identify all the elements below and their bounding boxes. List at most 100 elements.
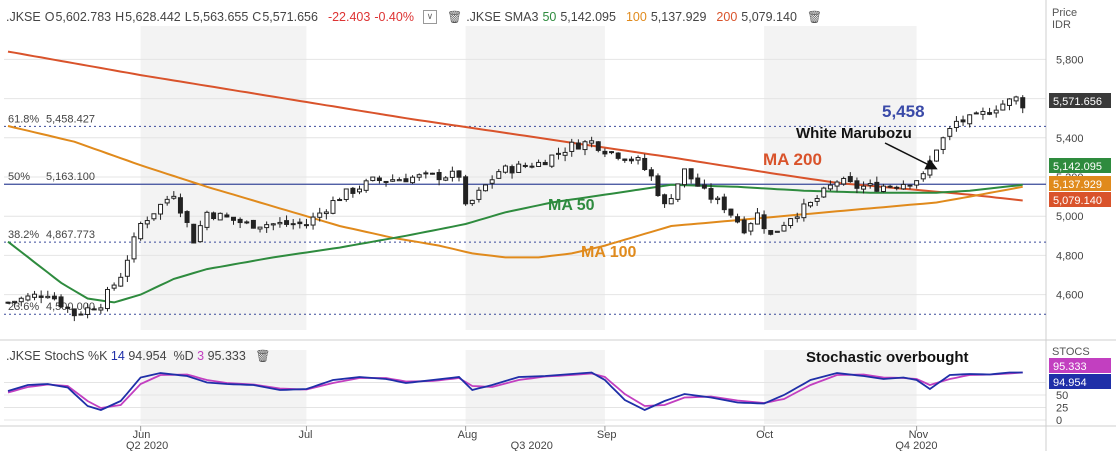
candle-body [217,212,223,221]
candle-body [131,236,137,260]
price-axis-title: Price [1052,7,1077,19]
price-tick-label: 5,400 [1056,133,1084,145]
ma200-line [7,50,1023,202]
currency-label: IDR [1052,19,1071,31]
candle-body [25,295,31,301]
candle-body [827,184,833,190]
candle-body [58,296,64,308]
candle-body [880,185,886,193]
candle-body [496,171,502,179]
candle-body [628,158,634,162]
candle-body [277,221,283,225]
candle-body [456,170,462,178]
candle-body [615,152,621,159]
candle-body [429,172,435,175]
candle-body [953,120,959,129]
candle-body [529,165,535,168]
price-tick-label: 5,800 [1056,54,1084,66]
candle-body [900,183,906,190]
ma100-tag: 5,137.929 [1053,179,1102,191]
price-tick-label: 4,800 [1056,250,1084,262]
candle-body [224,214,230,218]
candle-body [18,297,24,303]
candle-body [237,218,243,224]
candle-body [12,300,18,304]
stoch-axis-title: STOCS [1052,346,1090,358]
candle-body [51,295,57,300]
marubozu-annotation: White Marubozu [796,125,912,142]
month-label: Aug [458,429,478,441]
stoch-k-tag: 94.954 [1053,377,1087,389]
candle-body [735,216,741,223]
candle-body [330,200,336,214]
candle-body [887,185,893,188]
candle-body [1020,97,1026,109]
candle-body [370,176,376,182]
candle-body [231,216,236,221]
change-value: -22.403 [327,10,371,24]
price-tick-label: 5,000 [1056,211,1084,223]
candle-body [980,110,986,115]
trash-icon[interactable]: 🗑 [806,10,823,24]
candle-body [489,179,495,184]
candle-body [907,184,913,187]
quarter-label: Q4 2020 [895,440,937,451]
candle-body [38,295,44,298]
candlesticks [5,95,1026,322]
candle-body [854,180,860,189]
stoch-k-value: 94.954 [128,349,167,363]
candle-body [5,301,11,304]
low-label: L [184,10,192,24]
candle-body [841,177,847,185]
candle-body [303,224,309,227]
trash-icon[interactable]: 🗑 [446,10,463,24]
close-label: C [252,10,262,24]
candle-body [45,295,51,299]
candle-body [476,189,482,200]
candle-body [1006,98,1012,106]
high-label: H [115,10,125,24]
sma-label: .JKSE SMA3 [466,10,539,24]
ma50-annotation: MA 50 [548,197,595,214]
candle-body [536,161,542,167]
candle-body [138,223,144,240]
candle-body [522,164,528,167]
candle-body [648,169,654,177]
candle-body [171,195,177,199]
candle-body [622,158,628,161]
stochastic-panel [7,371,1023,411]
candle-body [562,151,568,156]
candle-body [768,230,774,235]
candle-body [688,168,694,180]
candle-body [91,308,97,311]
candle-body [940,137,946,150]
candle-body [164,198,170,204]
ma50-tag-bg [1049,158,1111,173]
candle-body [973,112,979,115]
ma100-tag-bg [1049,176,1111,191]
month-band [140,350,307,424]
candle-body [502,165,508,173]
candle-body [383,180,389,183]
candle-body [861,185,867,190]
candle-body [1000,103,1006,111]
ma200-tag: 5,079.140 [1053,195,1102,207]
stoch-k-line [7,371,1023,411]
fib-value: 5,458.427 [46,113,95,125]
fib-label: 23.6% [8,301,39,313]
candle-body [376,177,382,182]
candle-body [483,184,489,192]
candle-body [264,224,270,229]
candle-body [323,211,329,215]
candle-body [1013,96,1019,102]
candle-body [847,176,853,183]
chevron-down-icon[interactable]: ∨ [422,10,437,24]
candle-body [297,221,303,225]
candle-body [118,276,124,287]
ma50-tag: 5,142.095 [1053,161,1102,173]
candle-body [32,293,38,298]
candle-body [794,216,800,219]
trash-icon[interactable]: 🗑 [255,349,271,363]
